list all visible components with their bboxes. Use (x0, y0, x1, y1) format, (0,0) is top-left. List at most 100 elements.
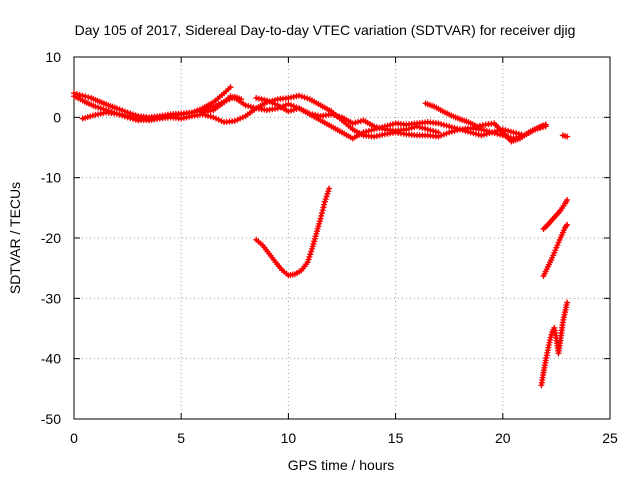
data-point (478, 132, 485, 139)
data-point (318, 210, 325, 217)
series-11 (538, 299, 571, 389)
data-point (85, 94, 92, 101)
data-point (321, 201, 328, 208)
data-point (564, 299, 571, 306)
data-point (285, 108, 292, 115)
data-point (435, 133, 442, 140)
data-point (227, 84, 234, 91)
data-point (237, 115, 244, 122)
data-point (213, 115, 220, 122)
data-point (129, 114, 136, 121)
data-point (307, 251, 314, 258)
data-point (505, 127, 512, 134)
data-point (379, 124, 386, 131)
data-point (389, 121, 396, 128)
x-tick-label: 25 (602, 430, 618, 446)
data-point (438, 121, 445, 128)
data-point (124, 113, 131, 120)
data-point (448, 128, 455, 135)
data-point (210, 114, 217, 121)
data-point (326, 185, 333, 192)
data-point (478, 126, 485, 133)
data-point (438, 132, 445, 139)
chart-title: Day 105 of 2017, Sidereal Day-to-day VTE… (75, 22, 576, 38)
data-point (564, 196, 571, 203)
data-point (288, 107, 295, 114)
series-10 (540, 221, 571, 280)
y-tick-label: -10 (41, 170, 61, 186)
data-point (215, 116, 222, 123)
data-point (324, 190, 331, 197)
data-point (376, 124, 383, 131)
y-tick-label: -40 (41, 351, 61, 367)
data-point (483, 127, 490, 134)
data-point (308, 248, 315, 255)
data-point (473, 130, 479, 137)
x-axis-label: GPS time / hours (288, 457, 395, 473)
axis-ticks: 0 5 10 15 20 25 -50 -40 -30 -20 -10 0 10 (41, 49, 618, 446)
data-point (491, 130, 498, 137)
data-point (489, 129, 496, 136)
data-point (481, 127, 488, 134)
data-point (263, 97, 270, 104)
data-point (127, 113, 134, 120)
data-point (319, 207, 326, 214)
data-point (419, 124, 426, 131)
data-point (304, 259, 311, 266)
grid (74, 57, 610, 419)
series-7 (559, 132, 571, 140)
data-point (510, 129, 517, 136)
data-point (323, 193, 330, 200)
data-point (301, 94, 308, 101)
data-point (97, 105, 104, 112)
x-tick-label: 10 (281, 430, 297, 446)
data-point (234, 116, 241, 123)
data-point (427, 127, 434, 134)
data-point (247, 103, 254, 110)
data-point (381, 123, 388, 130)
x-tick-label: 5 (177, 430, 185, 446)
data-point (306, 253, 313, 260)
data-point (371, 126, 378, 133)
series-8 (253, 185, 333, 279)
data-point (285, 101, 292, 108)
series-trace (254, 187, 331, 277)
data-point (486, 128, 493, 135)
data-point (113, 105, 120, 112)
data-point (443, 130, 450, 137)
y-tick-label: -50 (41, 411, 61, 427)
y-tick-label: -30 (41, 290, 61, 306)
data-layer (71, 84, 571, 389)
data-point (384, 122, 391, 129)
data-point (296, 92, 303, 99)
data-point (325, 188, 332, 195)
data-point (82, 93, 89, 100)
data-point (290, 106, 297, 113)
y-tick-label: 0 (53, 109, 61, 125)
data-point (373, 125, 380, 132)
data-point (387, 121, 394, 128)
data-point (440, 121, 447, 128)
data-point (542, 121, 549, 128)
data-point (355, 118, 362, 125)
data-point (288, 102, 295, 109)
data-point (564, 221, 571, 228)
data-point (507, 128, 514, 135)
data-point (245, 103, 252, 110)
series-9 (540, 196, 571, 232)
data-point (76, 91, 83, 98)
data-point (349, 120, 356, 127)
x-tick-label: 15 (388, 430, 404, 446)
data-point (250, 104, 257, 111)
x-tick-label: 0 (70, 430, 78, 446)
data-point (317, 215, 324, 222)
data-point (207, 113, 214, 120)
data-point (435, 120, 442, 127)
data-point (304, 95, 311, 102)
data-point (564, 133, 571, 140)
data-point (368, 127, 375, 134)
data-point (242, 102, 249, 109)
data-point (494, 130, 501, 137)
data-point (272, 101, 278, 108)
